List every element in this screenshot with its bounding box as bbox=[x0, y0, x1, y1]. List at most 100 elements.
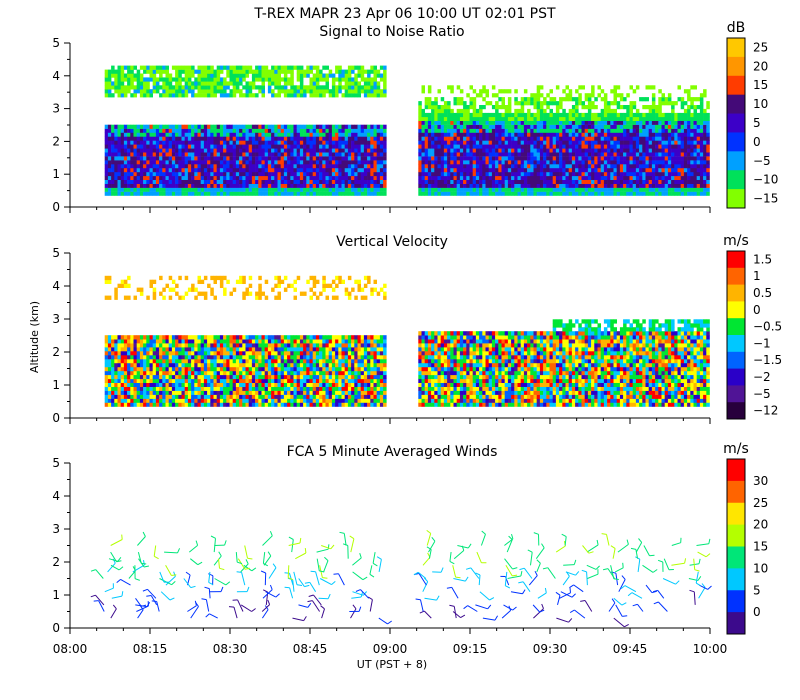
snr-heatmap-cell bbox=[600, 152, 605, 157]
snr-heatmap-cell bbox=[504, 144, 509, 149]
vv-heatmap-cell bbox=[171, 355, 176, 360]
snr-heatmap-cell bbox=[383, 171, 387, 177]
snr-heatmap-cell bbox=[696, 164, 701, 169]
snr-heatmap-cell bbox=[597, 132, 601, 137]
vv-heatmap-cell bbox=[149, 283, 153, 288]
snr-heatmap-cell bbox=[466, 191, 470, 196]
vv-heatmap-cell bbox=[114, 335, 118, 340]
snr-heatmap-cell bbox=[213, 187, 217, 192]
snr-heatmap-cell bbox=[309, 77, 313, 82]
snr-heatmap-cell bbox=[520, 152, 525, 157]
snr-heatmap-cell bbox=[232, 168, 237, 173]
snr-heatmap-cell bbox=[437, 108, 441, 114]
snr-heatmap-cell bbox=[251, 168, 256, 173]
snr-heatmap-cell bbox=[139, 81, 144, 86]
snr-heatmap-cell bbox=[533, 97, 537, 102]
snr-heatmap-cell bbox=[667, 101, 672, 106]
snr-heatmap-cell bbox=[197, 89, 201, 94]
snr-heatmap-cell bbox=[469, 156, 473, 161]
snr-heatmap-cell bbox=[139, 136, 144, 141]
vv-heatmap-cell bbox=[114, 374, 118, 380]
snr-heatmap-cell bbox=[587, 179, 592, 184]
snr-heatmap-cell bbox=[159, 140, 163, 145]
snr-heatmap-cell bbox=[351, 168, 355, 173]
snr-heatmap-cell bbox=[648, 179, 653, 184]
snr-heatmap-cell bbox=[251, 132, 256, 137]
snr-heatmap-cell bbox=[162, 156, 166, 161]
snr-heatmap-cell bbox=[261, 179, 265, 184]
snr-heatmap-cell bbox=[200, 132, 205, 137]
snr-heatmap-cell bbox=[255, 171, 259, 177]
snr-heatmap-cell bbox=[280, 77, 285, 82]
snr-heatmap-cell bbox=[491, 124, 496, 129]
snr-heatmap-cell bbox=[683, 132, 688, 137]
snr-heatmap-cell bbox=[591, 124, 595, 129]
snr-heatmap-cell bbox=[530, 132, 534, 137]
snr-heatmap-cell bbox=[421, 175, 425, 180]
snr-heatmap-cell bbox=[341, 148, 345, 153]
snr-heatmap-cell bbox=[584, 156, 589, 161]
snr-heatmap-cell bbox=[693, 168, 697, 173]
snr-heatmap-cell bbox=[325, 89, 329, 94]
snr-heatmap-cell bbox=[210, 136, 214, 141]
snr-heatmap-cell bbox=[373, 73, 377, 78]
snr-heatmap-cell bbox=[306, 148, 310, 153]
snr-heatmap-cell bbox=[351, 148, 355, 153]
snr-heatmap-cell bbox=[200, 152, 205, 157]
snr-heatmap-cell bbox=[603, 191, 608, 196]
vv-heatmap-cell bbox=[175, 366, 179, 372]
vv-heatmap-cell bbox=[127, 351, 131, 356]
snr-heatmap-cell bbox=[626, 108, 630, 114]
snr-heatmap-cell bbox=[562, 144, 566, 149]
snr-heatmap-cell bbox=[111, 148, 115, 153]
snr-heatmap-cell bbox=[331, 152, 336, 157]
snr-heatmap-cell bbox=[632, 187, 637, 192]
vv-heatmap-cell bbox=[184, 343, 189, 348]
snr-heatmap-cell bbox=[363, 156, 368, 161]
snr-heatmap-cell bbox=[607, 148, 611, 153]
snr-heatmap-cell bbox=[274, 179, 278, 184]
snr-heatmap-cell bbox=[447, 101, 451, 106]
snr-heatmap-cell bbox=[159, 85, 163, 90]
snr-heatmap-cell bbox=[527, 187, 531, 192]
snr-heatmap-cell bbox=[543, 97, 547, 102]
snr-heatmap-cell bbox=[162, 144, 166, 149]
snr-heatmap-cell bbox=[203, 81, 208, 86]
snr-heatmap-cell bbox=[504, 108, 509, 114]
snr-heatmap-cell bbox=[315, 179, 320, 184]
snr-heatmap-cell bbox=[447, 171, 451, 177]
snr-heatmap-cell bbox=[549, 175, 553, 180]
snr-heatmap-cell bbox=[584, 160, 589, 165]
snr-heatmap-cell bbox=[552, 164, 557, 169]
snr-heatmap-cell bbox=[696, 183, 701, 188]
vv-heatmap-cell bbox=[178, 351, 182, 356]
vv-heatmap-cell bbox=[191, 402, 195, 407]
snr-heatmap-cell bbox=[283, 160, 288, 165]
snr-heatmap-cell bbox=[283, 156, 288, 161]
snr-heatmap-cell bbox=[523, 112, 528, 118]
snr-heatmap-cell bbox=[315, 89, 320, 94]
snr-heatmap-cell bbox=[578, 148, 582, 153]
snr-heatmap-cell bbox=[495, 152, 499, 157]
snr-heatmap-cell bbox=[283, 144, 288, 149]
snr-heatmap-cell bbox=[303, 136, 307, 141]
snr-heatmap-cell bbox=[575, 97, 579, 102]
snr-heatmap-cell bbox=[283, 152, 288, 157]
snr-heatmap-cell bbox=[591, 89, 595, 94]
snr-heatmap-cell bbox=[472, 116, 477, 121]
snr-heatmap-cell bbox=[591, 105, 595, 110]
snr-heatmap-cell bbox=[687, 152, 691, 157]
snr-heatmap-cell bbox=[296, 69, 301, 74]
snr-heatmap-cell bbox=[200, 69, 205, 74]
snr-heatmap-cell bbox=[623, 183, 627, 188]
snr-heatmap-cell bbox=[552, 179, 557, 184]
snr-heatmap-cell bbox=[511, 144, 515, 149]
snr-heatmap-cell bbox=[514, 124, 518, 129]
snr-heatmap-cell bbox=[146, 152, 150, 157]
snr-heatmap-cell bbox=[610, 183, 614, 188]
snr-heatmap-cell bbox=[632, 120, 637, 125]
snr-heatmap-cell bbox=[325, 65, 329, 70]
snr-heatmap-cell bbox=[123, 179, 128, 184]
snr-heatmap-cell bbox=[232, 140, 237, 145]
snr-heatmap-cell bbox=[232, 160, 237, 165]
